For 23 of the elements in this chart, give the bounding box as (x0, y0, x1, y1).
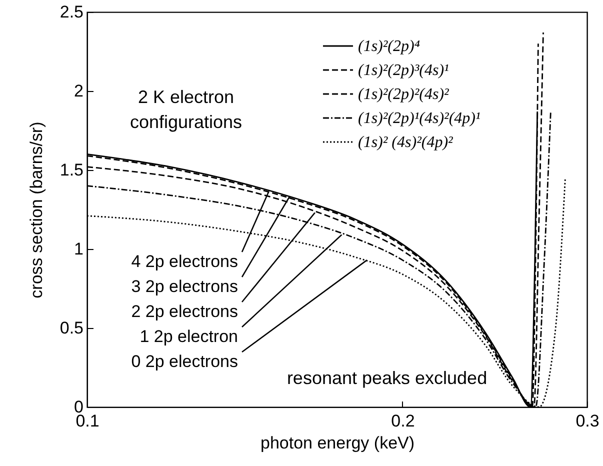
legend-label: (1s)² (4s)²(4p)² (358, 134, 454, 151)
y-tick-label: 1.5 (60, 160, 84, 180)
annotation: 2 2p electrons (131, 302, 238, 321)
annotation: 0 2p electrons (131, 352, 238, 371)
legend-label: (1s)²(2p)⁴ (358, 38, 420, 55)
x-tick-label: 0.3 (576, 412, 600, 430)
annotation: 1 2p electron (140, 327, 238, 346)
annotation: 2 K electron (138, 87, 234, 107)
y-axis-title: cross section (barns/sr) (26, 122, 46, 298)
annotation: resonant peaks excluded (286, 368, 488, 388)
annotation: 4 2p electrons (131, 252, 238, 271)
legend-label: (1s)²(2p)¹(4s)²(4p)¹ (358, 110, 480, 127)
x-tick-label: 0.1 (76, 412, 100, 430)
legend-label: (1s)²(2p)³(4s)¹ (358, 62, 450, 79)
annotation: 3 2p electrons (131, 277, 238, 296)
annotation: configurations (130, 112, 242, 132)
x-tick-label: 0.2 (391, 412, 415, 430)
y-tick-label: 1 (74, 240, 84, 258)
y-tick-label: 2.5 (60, 2, 84, 22)
legend-label: (1s)²(2p)²(4s)² (358, 86, 450, 103)
y-tick-label: 2 (74, 82, 84, 100)
x-axis-title: photon energy (keV) (260, 434, 415, 452)
y-tick-label: 0.5 (60, 318, 84, 338)
